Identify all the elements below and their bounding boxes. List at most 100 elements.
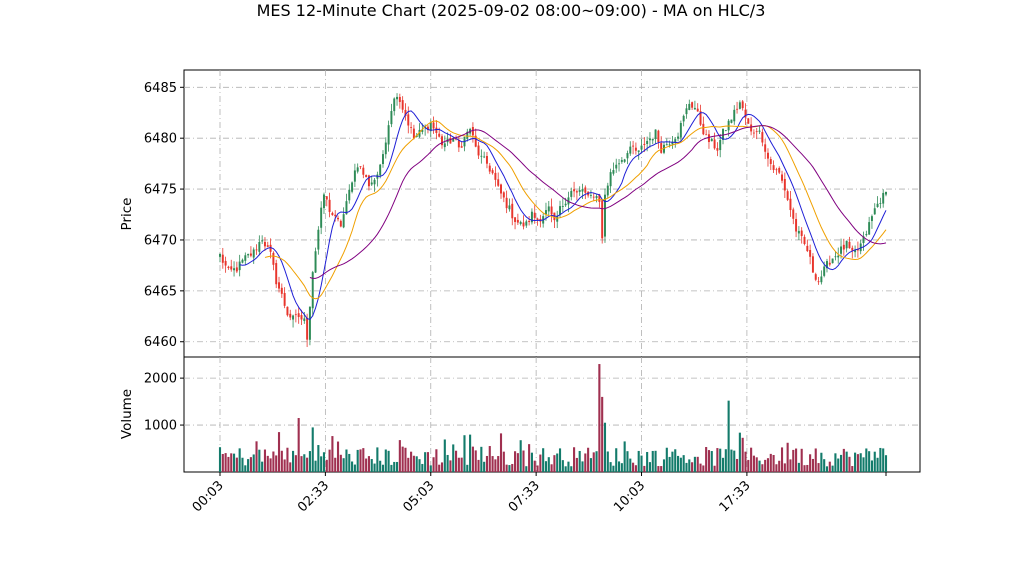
volume-bar bbox=[814, 448, 817, 472]
volume-bar bbox=[587, 447, 590, 472]
volume-bar bbox=[564, 466, 567, 472]
candle-body bbox=[620, 160, 623, 162]
volume-bar bbox=[421, 463, 424, 472]
volume-bar bbox=[705, 447, 708, 472]
volume-bar bbox=[471, 446, 474, 472]
candle-body bbox=[477, 145, 480, 156]
volume-bar bbox=[865, 448, 868, 472]
volume-bar bbox=[457, 457, 460, 472]
volume-bar bbox=[463, 435, 466, 472]
volume-bar bbox=[713, 465, 716, 472]
volume-bar bbox=[308, 451, 311, 472]
price-tick-label: 6480 bbox=[144, 132, 177, 147]
candle-body bbox=[797, 230, 800, 234]
candle-body bbox=[837, 255, 840, 258]
candle-body bbox=[733, 109, 736, 122]
volume-bar bbox=[744, 451, 747, 472]
candle-body bbox=[480, 155, 483, 157]
volume-bar bbox=[823, 459, 826, 472]
volume-bar bbox=[505, 464, 508, 472]
volume-bar bbox=[721, 457, 725, 472]
volume-bar bbox=[761, 464, 764, 472]
candle-body bbox=[575, 191, 578, 193]
volume-bar bbox=[303, 454, 306, 472]
candle-body bbox=[820, 276, 823, 283]
volume-bar bbox=[249, 457, 252, 472]
candle-body bbox=[230, 266, 233, 270]
candle-body bbox=[677, 136, 680, 139]
volume-bar bbox=[691, 462, 694, 472]
volume-bar bbox=[845, 451, 848, 472]
candle-body bbox=[528, 220, 531, 223]
volume-bar bbox=[601, 396, 604, 472]
candle-body bbox=[618, 163, 621, 165]
volume-bar bbox=[629, 458, 632, 472]
candle-body bbox=[328, 199, 331, 212]
candle-body bbox=[235, 267, 238, 272]
candle-body bbox=[466, 131, 469, 139]
candle-body bbox=[873, 208, 876, 215]
volume-bar bbox=[727, 400, 730, 472]
candle-body bbox=[851, 247, 854, 251]
volume-bar bbox=[452, 444, 455, 472]
volume-bar bbox=[247, 459, 250, 472]
volume-bar bbox=[488, 446, 491, 472]
candle-body bbox=[766, 152, 769, 159]
volume-bar bbox=[747, 459, 750, 472]
volume-bar bbox=[851, 466, 854, 472]
candle-body bbox=[834, 256, 837, 258]
volume-bar bbox=[862, 457, 865, 472]
candle-body bbox=[382, 154, 384, 165]
candle-body bbox=[609, 172, 612, 187]
candle-body bbox=[761, 132, 764, 143]
candle-body bbox=[612, 170, 615, 174]
volume-bar bbox=[379, 460, 382, 472]
volume-bar bbox=[800, 448, 803, 472]
candle-body bbox=[289, 313, 292, 318]
volume-bar bbox=[221, 453, 224, 472]
candle-body bbox=[660, 143, 663, 153]
volume-bar bbox=[854, 452, 857, 472]
volume-bar bbox=[373, 463, 376, 472]
candle-body bbox=[502, 192, 505, 198]
volume-bar bbox=[351, 461, 354, 472]
volume-bar bbox=[615, 448, 618, 472]
candle-body bbox=[845, 240, 848, 249]
volume-bar bbox=[294, 455, 297, 472]
volume-bar bbox=[671, 451, 674, 472]
volume-bar bbox=[244, 465, 247, 472]
volume-bar bbox=[839, 454, 843, 472]
volume-bar bbox=[446, 454, 449, 472]
candle-body bbox=[362, 167, 365, 175]
volume-bar bbox=[438, 464, 441, 472]
candle-body bbox=[311, 272, 314, 309]
volume-bar bbox=[825, 466, 829, 472]
volume-bar bbox=[696, 456, 699, 472]
volume-bar bbox=[882, 448, 885, 472]
volume-bar bbox=[786, 442, 789, 472]
x-tick-label: 10:03 bbox=[611, 478, 648, 515]
volume-bar bbox=[612, 465, 615, 472]
volume-bar bbox=[688, 459, 691, 472]
candle-body bbox=[533, 212, 536, 218]
candle-body bbox=[294, 314, 297, 316]
volume-bar bbox=[412, 455, 415, 472]
volume-bar bbox=[454, 450, 458, 472]
candle-body bbox=[331, 212, 334, 216]
ma-mid-line bbox=[264, 120, 887, 300]
candle-body bbox=[238, 261, 241, 271]
volume-bar bbox=[668, 456, 671, 472]
candle-body bbox=[606, 185, 609, 196]
volume-bar bbox=[879, 447, 882, 472]
volume-bar bbox=[876, 457, 879, 472]
volume-bar bbox=[218, 447, 222, 472]
candle-body bbox=[646, 140, 649, 144]
candle-body bbox=[679, 122, 682, 138]
candle-body bbox=[339, 220, 342, 227]
volume-bar bbox=[873, 451, 876, 472]
volume-bar bbox=[780, 447, 784, 472]
candle-body bbox=[252, 249, 255, 258]
volume-bar bbox=[660, 466, 663, 472]
volume-bar bbox=[792, 449, 795, 472]
candle-body bbox=[429, 122, 432, 132]
